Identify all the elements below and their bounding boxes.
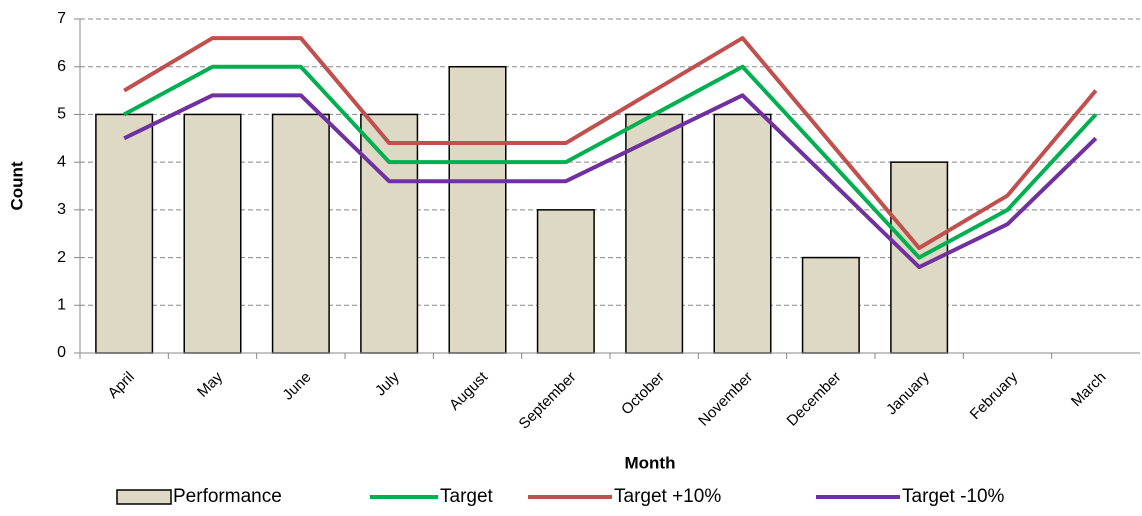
y-tick-label: 1 <box>57 297 66 314</box>
x-tick-label: May <box>194 368 226 400</box>
y-tick-label: 5 <box>57 106 66 123</box>
bar <box>801 256 860 354</box>
legend-label: Target +10% <box>614 486 721 507</box>
legend-label: Target <box>440 486 494 507</box>
y-axis-title: Count <box>7 161 26 210</box>
bar <box>95 113 154 354</box>
bar <box>713 113 772 354</box>
bar <box>183 113 242 354</box>
legend-label: Performance <box>173 486 282 507</box>
x-tick-label: August <box>446 368 492 414</box>
y-tick-label: 0 <box>57 344 66 361</box>
x-tick-label: January <box>883 368 933 418</box>
x-tick-label: April <box>105 369 138 402</box>
x-tick-label: September <box>516 369 580 433</box>
legend-label: Target -10% <box>902 486 1005 507</box>
x-axis-title: Month <box>625 453 676 472</box>
bar <box>625 113 684 354</box>
y-tick-label: 4 <box>57 153 66 170</box>
y-tick-label: 3 <box>57 201 66 218</box>
x-tick-label: July <box>372 368 403 399</box>
x-tick-label: November <box>695 369 756 430</box>
y-tick-label: 6 <box>57 58 66 75</box>
bar <box>448 65 507 354</box>
bar <box>271 113 330 354</box>
x-tick-label: February <box>967 368 1022 423</box>
line <box>123 64 1098 260</box>
x-tick-label: June <box>279 369 314 404</box>
line <box>123 36 1098 251</box>
bar <box>360 113 419 354</box>
x-tick-label: March <box>1068 369 1109 410</box>
bar <box>536 209 595 354</box>
y-tick-label: 2 <box>57 249 66 266</box>
line <box>123 93 1098 270</box>
x-tick-label: December <box>784 369 845 430</box>
x-tick-label: October <box>618 369 668 419</box>
y-tick-label: 7 <box>57 10 66 27</box>
legend-swatch <box>116 489 172 505</box>
